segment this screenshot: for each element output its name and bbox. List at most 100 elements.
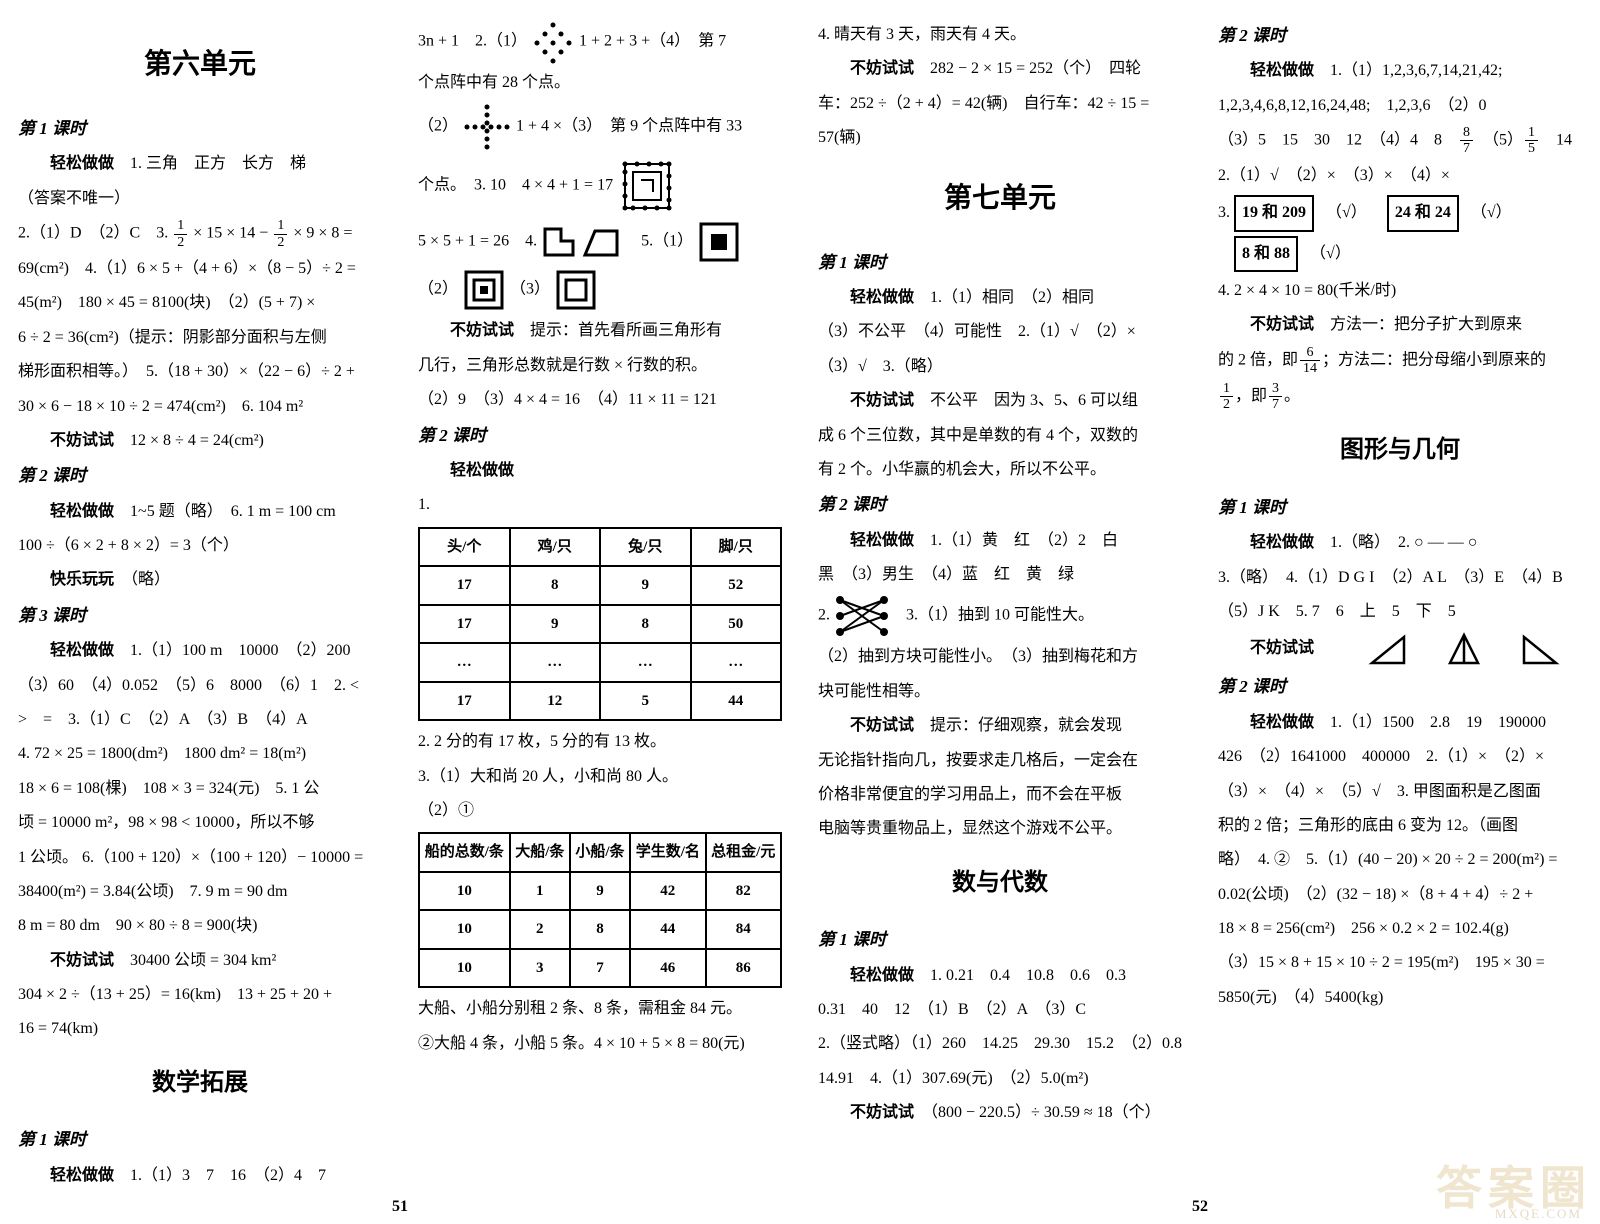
c1-l1-1t: 1. 三角 正方 长方 梯 [130,155,306,172]
try-label-c2: 不妨试试 [450,322,514,339]
easy-label-2: 轻松做做 [50,503,114,520]
frac-6-14: 614 [1300,345,1320,377]
nested-square-1-icon [697,220,741,264]
c1-l1-8: 30 × 6 − 18 × 10 ÷ 2 = 474(cm²) 6. 104 m… [18,392,382,422]
t2r04: 82 [706,872,781,911]
t1r10: 17 [419,605,510,644]
easy-label-3: 轻松做做 [50,642,114,659]
t2h4: 总租金/元 [706,833,781,872]
easy-g1: 轻松做做 [1250,534,1314,551]
c1-lesson1: 第 1 课时 [18,113,382,145]
c1-l3-2: （3）60 （4）0.052 （5）6 8000 （6）1 2. < [18,671,382,701]
c2-t1-a2: 3.（1）大和尚 20 人，小和尚 80 人。 [418,762,782,792]
t2r01: 1 [510,872,570,911]
c3-lesson1: 第 1 课时 [818,247,1182,279]
easy-c4: 轻松做做 [1250,62,1314,79]
t1r21: … [510,643,601,682]
t2-r0: 10194282 [419,872,781,911]
c1-l3-6: 顷 = 10000 m²，98 × 98 < 10000，所以不够 [18,808,382,838]
t1r30: 17 [419,682,510,721]
c3-na-3: 2.（竖式略）（1）260 14.25 29.30 15.2 （2）0.8 [818,1029,1182,1059]
c1-l2-2: 100 ÷（6 × 2 + 8 × 2）= 3（个） [18,531,382,561]
c2-l4t: 个点。 3. 10 4 × 4 + 1 = 17 [418,177,613,194]
c2-l6: （2） （3） [418,268,782,312]
t2r11: 2 [510,910,570,949]
c2-try1: 提示：首先看所画三角形有 [530,322,722,339]
t2r20: 10 [419,949,510,988]
check3: （√） [1310,245,1351,262]
spiral-dots-icon [617,156,677,216]
c4-l2t-3a: （3）5 15 30 12 （4）4 8 [1218,132,1458,149]
triangle-1-icon [1334,631,1410,667]
frac-half1: 12 [174,218,187,250]
t1h3: 脚/只 [691,528,782,567]
c1-l3-1t: 1.（1）100 m 10000 （2）200 [130,642,350,659]
c4-g1-1: 轻松做做 1.（略） 2. ○ — — ○ [1218,528,1582,558]
c2-l1a: 3n + 1 2.（1） [418,33,527,50]
c4-lesson2: 第 2 课时 [1218,20,1582,52]
c4-g2-8: （3）15 × 8 + 15 × 10 ÷ 2 = 195(m²) 195 × … [1218,948,1582,978]
c1-l1-3a: 2.（1）D （2）C 3. [18,225,172,242]
c3-l2-5: 块可能性相等。 [818,677,1182,707]
c1-l3-4: 4. 72 × 25 = 1800(dm²) 1800 dm² = 18(m²) [18,739,382,769]
c3-l1-2: （3）不公平 （4）可能性 2.（1）√ （2）× [818,317,1182,347]
c2-l3b: 1 + 4 ×（3） 第 9 个点阵中有 33 [516,118,742,135]
nested-square-2-icon [462,268,506,312]
t2r10: 10 [419,910,510,949]
c4-l2t-try1: 方法一：把分子扩大到原来 [1330,316,1522,333]
c4-g2-6: 0.02(公顷) （2）(32 − 18) ×（8 + 4 + 4）÷ 2 + [1218,880,1582,910]
math-ext-title: 数学拓展 [18,1061,382,1107]
cross-dots-icon [462,102,512,152]
c1-l3-try2: 304 × 2 ÷（13 + 25）= 16(km) 13 + 25 + 20 … [18,980,382,1010]
t1r11: 9 [510,605,601,644]
t1-header: 头/个鸡/只兔/只脚/只 [419,528,781,567]
c1-l1-try: 不妨试试 12 × 8 ÷ 4 = 24(cm²) [18,426,382,456]
c4-g2-3: （3）× （4）× （5）√ 3. 甲图面积是乙图面 [1218,777,1582,807]
c4-l2t-4: 2.（1）√ （2）× （3）× （4）× [1218,161,1582,191]
t1-r3: 1712544 [419,682,781,721]
c2-l4: 个点。 3. 10 4 × 4 + 1 = 17 [418,156,782,216]
geom-title: 图形与几何 [1218,428,1582,474]
c4-g2-4: 积的 2 倍；三角形的底由 6 变为 12。（画图 [1218,811,1582,841]
try-label: 不妨试试 [50,432,114,449]
easy-g2: 轻松做做 [1250,714,1314,731]
t1r12: 8 [600,605,691,644]
c4-l2t-1: 轻松做做 1.（1）1,2,3,6,7,14,21,42; [1218,56,1582,86]
t2r24: 86 [706,949,781,988]
c3-l1: 4. 晴天有 3 天，雨天有 4 天。 [818,20,1182,50]
t1r33: 44 [691,682,782,721]
shape-quad-icon [581,225,621,259]
c3-l2-3a: 2. [818,607,830,624]
t2r12: 8 [570,910,630,949]
c1-l1-7: 梯形面积相等。） 5.（18 + 30）×（22 − 6）÷ 2 + [18,357,382,387]
c4-g1-try: 不妨试试 [1218,631,1582,667]
c1-ext-1: 轻松做做 1.（1）3 7 16 （2）4 7 [18,1161,382,1191]
frac-1-5: 15 [1525,125,1538,157]
t2r23: 46 [630,949,705,988]
c3-l2-try1: 提示：仔细观察，就会发现 [930,717,1122,734]
c4-l2t-3b: （5） [1491,132,1523,149]
c4-g2-2: 426 （2）1641000 400000 2.（1）× （2）× [1218,742,1582,772]
column-3: 4. 晴天有 3 天，雨天有 4 天。 不妨试试 282 − 2 × 15 = … [800,0,1200,1224]
c1-l1-3c: × 9 × 8 = [289,225,352,242]
watermark-sub: MXQE.COM [1495,1206,1582,1222]
c4-l2t-5a: 3. [1218,204,1230,221]
c4-g2-1t: 1.（1）1500 2.8 19 190000 [1330,714,1546,731]
page-num-right: 52 [1192,1198,1208,1216]
c3-l1-try3: 有 2 个。小华赢的机会大，所以不公平。 [818,455,1182,485]
c3-na-try: 不妨试试 （800 − 220.5）÷ 30.59 ≈ 18（个） [818,1098,1182,1128]
c1-l2-fun: 快乐玩玩 （略） [18,565,382,595]
c1-l1-2: （答案不唯一） [18,184,382,214]
c1-l1-3: 2.（1）D （2）C 3. 12 × 15 × 14 − 12 × 9 × 8… [18,218,382,250]
t1r32: 5 [600,682,691,721]
c2-l1: 3n + 1 2.（1） 1 + 2 + 3 +（4） 第 7 [418,20,782,64]
check1: （√） [1326,204,1367,221]
cross-match-icon [834,594,890,638]
c4-try2a: 的 2 倍，即 [1218,351,1298,368]
c3-l1-1t: 1.（1）相同 （2）相同 [930,289,1094,306]
t2r22: 7 [570,949,630,988]
c1-l3-3: > = 3.（1）C （2）A （3）B （4）A [18,705,382,735]
c2-t2-a1: 大船、小船分别租 2 条、8 条，需租金 84 元。 [418,994,782,1024]
t1r22: … [600,643,691,682]
t1h1: 鸡/只 [510,528,601,567]
